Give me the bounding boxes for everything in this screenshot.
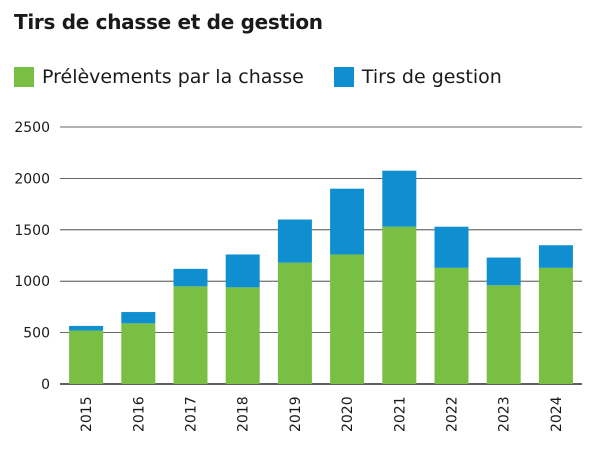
bar-gestion-2019 (277, 219, 312, 263)
bar-chasse-2021 (382, 226, 417, 384)
y-tick-label: 2500 (14, 120, 50, 136)
y-tick-label: 1500 (14, 223, 50, 239)
bar-chasse-2019 (277, 262, 312, 384)
bar-gestion-2015 (69, 325, 104, 331)
y-tick-label: 1000 (14, 274, 50, 290)
x-tick-label: 2020 (340, 396, 356, 432)
x-tick-label: 2017 (184, 396, 200, 432)
bar-chasse-2017 (173, 286, 208, 384)
legend-label-chasse: Prélèvements par la chasse (42, 66, 304, 88)
bar-gestion-2023 (486, 257, 521, 286)
bar-chasse-2018 (225, 287, 260, 384)
bar-gestion-2021 (382, 170, 417, 227)
bar-gestion-2016 (121, 312, 156, 324)
bar-chasse-2016 (121, 323, 156, 384)
x-tick-label: 2021 (392, 396, 408, 432)
bar-chasse-2022 (434, 267, 469, 384)
bar-gestion-2022 (434, 226, 469, 268)
legend-label-gestion: Tirs de gestion (361, 66, 502, 88)
legend-swatch-chasse (14, 67, 34, 87)
bar-chasse-2024 (538, 267, 573, 384)
legend-item-gestion: Tirs de gestion (333, 66, 502, 88)
bar-chasse-2023 (486, 285, 521, 384)
bar-gestion-2020 (330, 188, 365, 255)
bar-chasse-2015 (69, 330, 104, 384)
bar-gestion-2017 (173, 268, 208, 287)
chart-title: Tirs de chasse et de gestion (14, 10, 323, 34)
y-tick-label: 0 (41, 377, 50, 393)
x-tick-label: 2018 (236, 396, 252, 432)
x-tick-label: 2016 (131, 396, 147, 432)
legend-item-chasse: Prélèvements par la chasse (14, 66, 304, 88)
x-tick-label: 2022 (445, 396, 461, 432)
x-tick-label: 2023 (497, 396, 513, 432)
bar-gestion-2018 (225, 254, 260, 288)
x-tick-label: 2019 (288, 396, 304, 432)
legend-swatch-gestion (333, 67, 354, 87)
x-tick-label: 2024 (549, 396, 565, 432)
x-tick-label: 2015 (79, 396, 95, 432)
y-tick-label: 500 (23, 326, 50, 342)
legend: Prélèvements par la chasse Tirs de gesti… (14, 66, 532, 88)
y-tick-label: 2000 (14, 171, 50, 187)
bar-gestion-2024 (538, 245, 573, 268)
bar-chasse-2020 (330, 254, 365, 384)
